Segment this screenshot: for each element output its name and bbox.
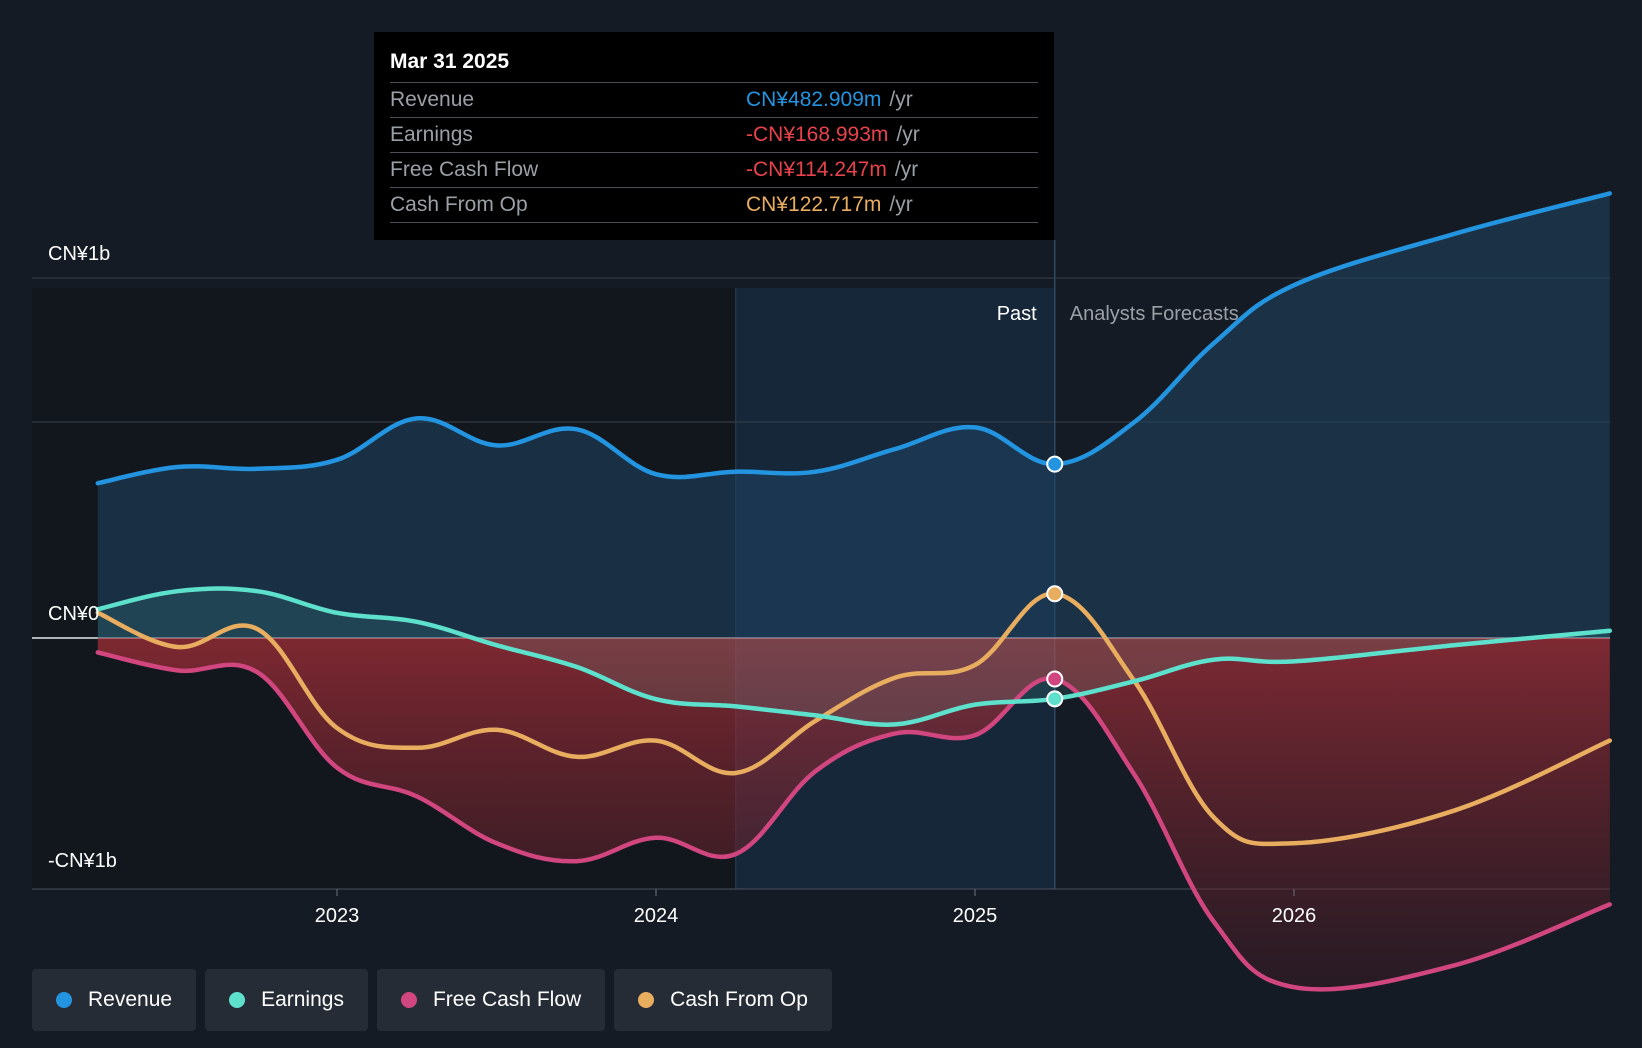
x-tick-label: 2026 — [1272, 905, 1317, 927]
tooltip-value: -CN¥168.993m — [746, 123, 889, 146]
legend-label: Free Cash Flow — [432, 988, 582, 1011]
free-cash-flow-line — [95, 650, 1613, 992]
tooltip-row-free-cash-flow: Free Cash Flow -CN¥114.247m /yr — [390, 152, 1038, 187]
tooltip-date: Mar 31 2025 — [390, 50, 510, 73]
tooltip-label: Earnings — [390, 123, 473, 146]
legend-label: Revenue — [88, 988, 173, 1011]
tooltip-row-revenue: Revenue CN¥482.909m /yr — [390, 82, 1038, 117]
cash-from-op-marker — [1046, 585, 1064, 603]
y-label-zero: CN¥0 — [48, 603, 99, 625]
legend-item-earnings[interactable]: Earnings — [205, 969, 368, 1031]
tooltip-unit: /yr — [894, 158, 919, 181]
tooltip: Mar 31 2025 Revenue CN¥482.909m /yr Earn… — [374, 32, 1054, 240]
legend-dot-icon — [638, 992, 655, 1008]
free-cash-flow-area — [97, 638, 1610, 990]
legend-item-revenue[interactable]: Revenue — [32, 969, 197, 1031]
tooltip-unit: /yr — [889, 193, 913, 216]
x-tick-label: 2025 — [953, 905, 998, 927]
tooltip-row-cash-from-op: Cash From Op CN¥122.717m /yr — [390, 187, 1038, 223]
legend: Revenue Earnings Free Cash Flow Cash Fro… — [32, 969, 832, 1031]
x-tick-label: 2024 — [634, 905, 679, 927]
legend-item-cash-from-op[interactable]: Cash From Op — [614, 969, 832, 1031]
free-cash-flow-marker — [1046, 670, 1064, 688]
tooltip-unit: /yr — [896, 123, 920, 146]
zone-label-forecast: Analysts Forecasts — [1070, 303, 1239, 325]
tooltip-unit: /yr — [889, 88, 913, 111]
legend-dot-icon — [56, 992, 72, 1008]
tooltip-label: Revenue — [390, 88, 475, 111]
tooltip-value: CN¥482.909m — [746, 88, 882, 111]
tooltip-value: -CN¥114.247m — [746, 158, 887, 181]
legend-label: Earnings — [261, 988, 344, 1011]
legend-item-free-cash-flow[interactable]: Free Cash Flow — [376, 969, 606, 1031]
legend-label: Cash From Op — [670, 988, 808, 1011]
zone-label-past: Past — [997, 303, 1037, 325]
revenue-marker — [1046, 455, 1064, 473]
legend-dot-icon — [400, 992, 417, 1008]
cash-from-op-line — [95, 591, 1613, 847]
earnings-area — [97, 588, 1610, 725]
revenue-line — [95, 191, 1613, 486]
earnings-marker — [1046, 690, 1064, 708]
legend-dot-icon — [229, 992, 246, 1008]
y-label-top: CN¥1b — [48, 243, 110, 265]
tooltip-label: Free Cash Flow — [390, 158, 539, 181]
tooltip-label: Cash From Op — [390, 193, 528, 216]
revenue-area — [97, 193, 1610, 638]
tooltip-row-earnings: Earnings -CN¥168.993m /yr — [390, 117, 1038, 152]
tooltip-value: CN¥122.717m — [746, 193, 882, 216]
x-tick-label: 2023 — [315, 905, 360, 927]
y-label-bottom: -CN¥1b — [48, 850, 117, 872]
earnings-line — [95, 586, 1613, 727]
